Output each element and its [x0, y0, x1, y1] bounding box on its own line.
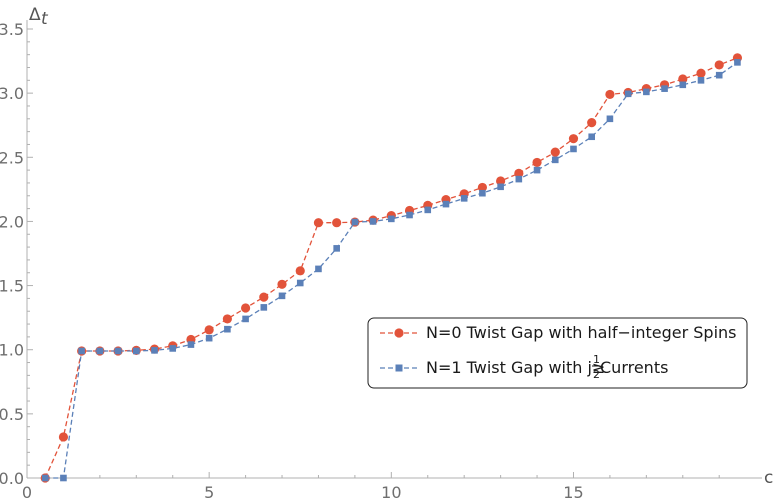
series-2-point — [442, 200, 450, 208]
series-1-point — [259, 292, 269, 302]
series-2-point — [588, 133, 595, 141]
series-layer — [40, 53, 743, 483]
y-tick-label: 0.0 — [0, 469, 24, 488]
series-2-point — [715, 71, 723, 79]
series-1 — [40, 53, 743, 483]
series-2-point — [406, 211, 413, 219]
legend-marker-series-1 — [394, 328, 404, 338]
series-1-point — [514, 168, 524, 178]
y-axis-title: Δ — [29, 5, 41, 25]
series-2-point — [169, 345, 177, 352]
series-1-point — [240, 303, 251, 313]
x-axis-title: c — [764, 468, 773, 488]
series-2-point — [296, 279, 304, 287]
series-1-point — [550, 147, 560, 157]
x-tick-label: 15 — [563, 483, 583, 502]
series-2-point — [351, 218, 359, 226]
y-tick-label: 0.5 — [0, 405, 24, 424]
series-1-point — [204, 325, 214, 335]
series-1-point — [532, 157, 542, 168]
series-2-point — [224, 325, 231, 333]
series-1-line — [44, 57, 738, 479]
series-1-point — [313, 218, 324, 228]
series-2-point — [661, 85, 668, 92]
series-2-point — [132, 347, 140, 355]
series-2-point — [260, 304, 268, 311]
series-1-point — [222, 314, 232, 324]
series-2-point — [315, 265, 322, 273]
series-2-point — [151, 347, 158, 354]
series-2-point — [479, 189, 486, 197]
legend-label-series-2: N=1 Twist Gap with j≥ — [426, 358, 605, 377]
y-tick-label: 2.0 — [0, 212, 24, 231]
series-2-point — [734, 59, 741, 66]
series-2-point — [187, 341, 195, 348]
series-2-point — [388, 215, 395, 223]
series-1-point — [332, 218, 342, 228]
series-2-point — [41, 474, 49, 482]
series-2-point — [515, 175, 523, 183]
series-2-point — [278, 292, 286, 300]
series-2-point — [424, 206, 432, 214]
series-1-point — [58, 432, 69, 442]
axes: 0 5 10 15 0.0 0.5 1.0 1.5 2.0 2.5 3.0 3.5 Δ t c — [0, 5, 773, 502]
series-2-point — [460, 195, 468, 202]
series-2-point — [643, 88, 650, 96]
series-2-point — [242, 315, 249, 323]
series-1-point — [678, 74, 688, 84]
series-2-line — [45, 61, 738, 479]
legend: N=0 Twist Gap with half−integer Spins N=… — [367, 317, 748, 389]
series-2-point — [533, 166, 541, 174]
series-2 — [41, 59, 741, 482]
series-2-point — [205, 334, 213, 342]
series-1-point — [605, 89, 615, 100]
series-2-point — [497, 183, 504, 191]
y-tick-label: 1.0 — [0, 341, 24, 360]
series-2-point — [96, 347, 104, 355]
series-2-point — [624, 90, 632, 98]
legend-marker-series-2 — [395, 364, 403, 372]
series-2-point — [697, 77, 705, 84]
series-2-point — [333, 245, 340, 252]
series-1-point — [696, 68, 706, 78]
legend-fraction-denominator: 2 — [593, 368, 600, 381]
series-1-point — [477, 182, 488, 193]
y-tick-label: 2.5 — [0, 148, 24, 167]
series-2-point — [606, 115, 614, 123]
y-tick-label: 1.5 — [0, 277, 24, 296]
legend-box — [367, 317, 748, 389]
series-1-point — [277, 279, 287, 289]
x-tick-label: 0 — [22, 483, 32, 502]
series-2-point — [679, 81, 687, 89]
series-1-point — [295, 266, 305, 276]
series-2-point — [78, 347, 85, 355]
y-tick-label: 3.0 — [0, 84, 24, 103]
series-1-point — [714, 60, 724, 70]
x-tick-label: 5 — [204, 483, 214, 502]
series-1-point — [587, 118, 597, 128]
series-2-point — [114, 347, 122, 355]
series-2-point — [570, 145, 577, 153]
legend-label-series-2-suffix: Currents — [600, 358, 668, 377]
series-2-point — [60, 474, 67, 482]
series-2-point — [551, 156, 559, 164]
legend-label-series-1: N=0 Twist Gap with half−integer Spins — [426, 323, 737, 342]
y-axis-title-subscript: t — [41, 9, 49, 29]
series-1-point — [496, 176, 506, 186]
y-tick-label: 3.5 — [0, 20, 24, 39]
series-2-point — [369, 218, 377, 225]
legend-fraction-numerator: 1 — [593, 353, 600, 366]
series-1-point — [568, 134, 579, 144]
x-tick-label: 10 — [381, 483, 401, 502]
